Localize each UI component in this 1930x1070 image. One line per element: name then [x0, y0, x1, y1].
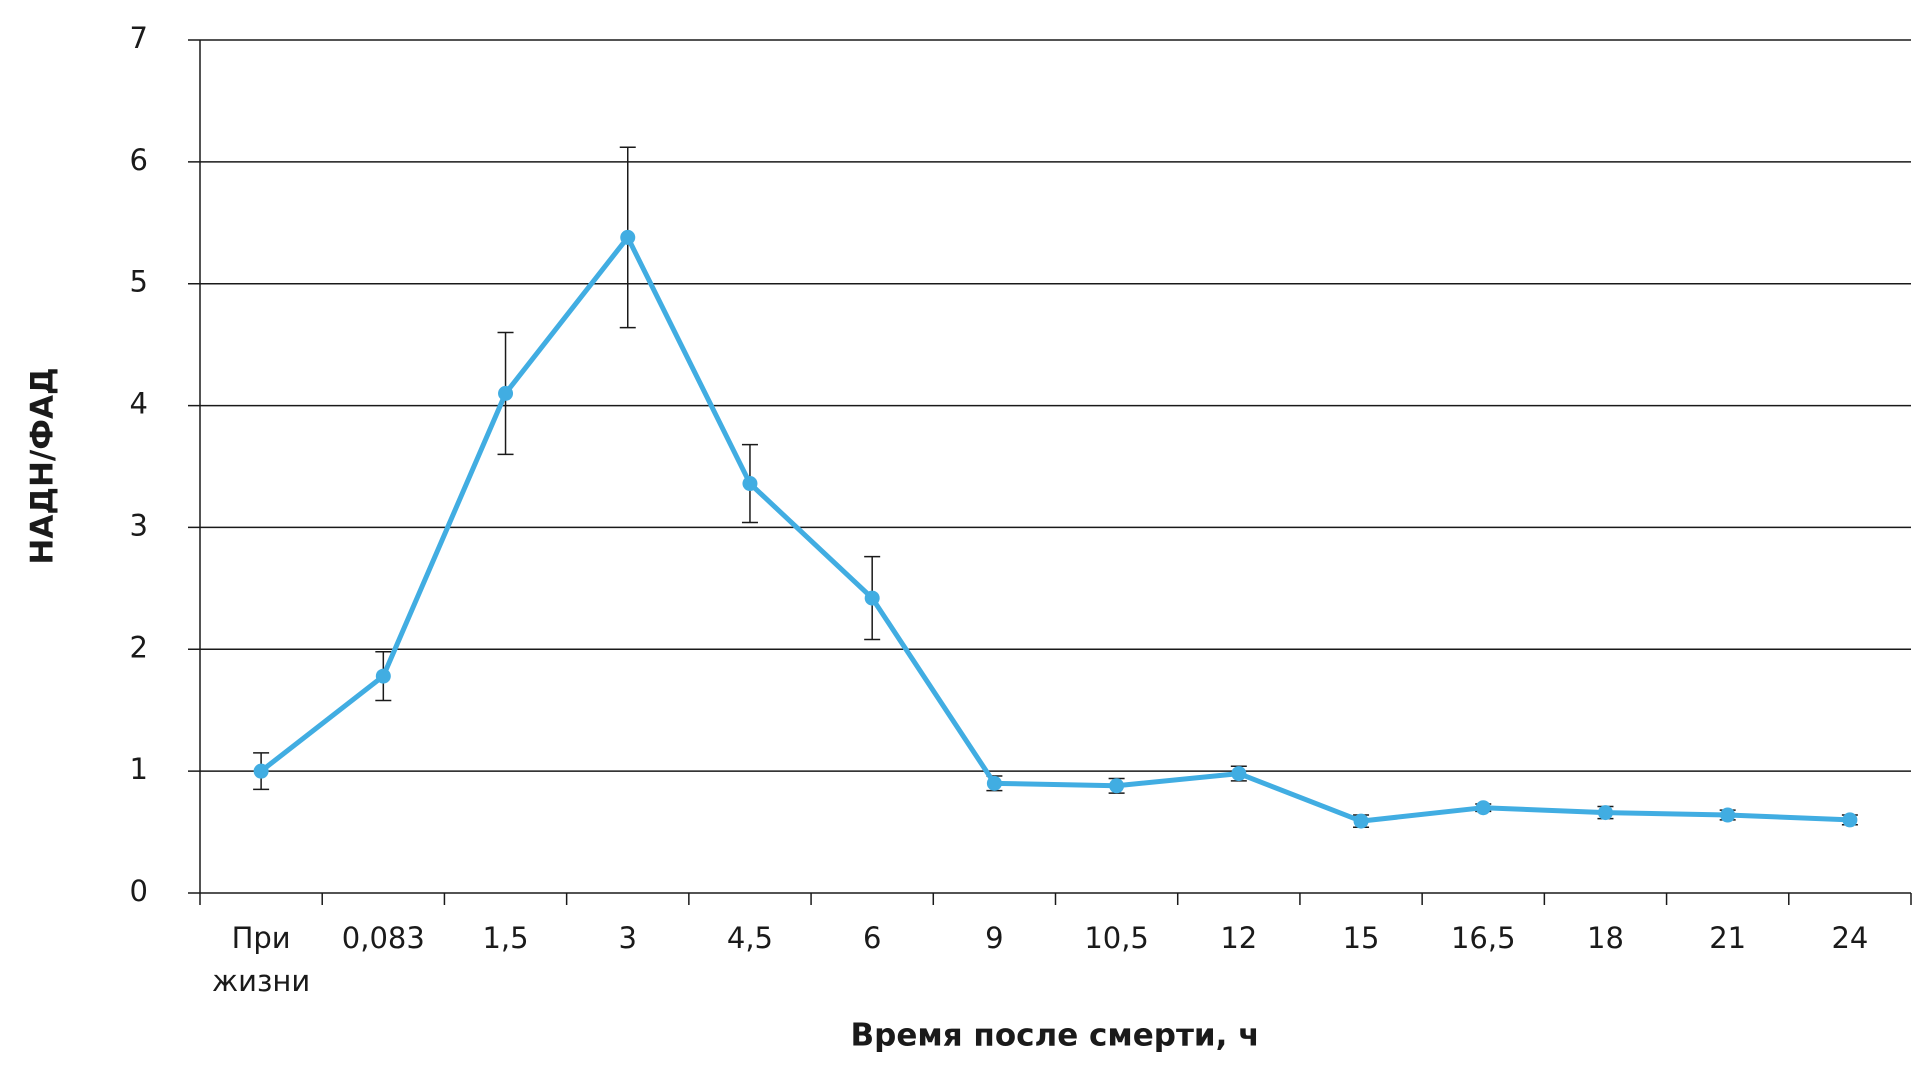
point	[1720, 807, 1736, 823]
line	[259, 234, 1850, 824]
y-tick-label: 6	[130, 143, 148, 177]
x-tick-label: 16,5	[1451, 921, 1516, 955]
point	[742, 476, 758, 492]
x-tick-label: 4,5	[727, 921, 773, 955]
point	[1842, 812, 1858, 828]
x-tick-label: 21	[1709, 921, 1746, 955]
point	[620, 229, 636, 245]
point	[375, 668, 391, 684]
y-tick-label: 1	[130, 752, 148, 786]
y-tick-label: 3	[130, 508, 148, 542]
x-tick-label: 6	[863, 921, 881, 955]
y-tick-label: 4	[130, 387, 148, 421]
point	[1353, 813, 1369, 829]
x-tick-label: 12	[1220, 921, 1257, 955]
point	[986, 775, 1002, 791]
x-tick-label: 24	[1831, 921, 1868, 955]
x-tick-label: 9	[985, 921, 1003, 955]
x-tick-label: 3	[619, 921, 637, 955]
y-tick-label: 0	[130, 874, 148, 908]
point	[253, 763, 269, 779]
point	[1109, 778, 1125, 794]
point	[1597, 805, 1613, 821]
y-tick-label: 7	[130, 21, 148, 55]
point	[1475, 800, 1491, 816]
y-axis-title: НАДН/ФАД	[25, 367, 61, 564]
x-tick-label: 10,5	[1084, 921, 1149, 955]
x-tick-label: 18	[1587, 921, 1624, 955]
point	[1231, 766, 1247, 782]
point	[498, 385, 514, 401]
x-axis-title: Время после смерти, ч	[851, 1018, 1260, 1054]
x-tick-label: 15	[1343, 921, 1380, 955]
x-tick-label: 0,083	[342, 921, 425, 955]
y-tick-label: 5	[130, 265, 148, 299]
point	[864, 590, 880, 606]
y-tick-label: 2	[130, 630, 148, 664]
x-tick-label: При жизни	[212, 921, 310, 998]
x-tick-label: 1,5	[482, 921, 528, 955]
